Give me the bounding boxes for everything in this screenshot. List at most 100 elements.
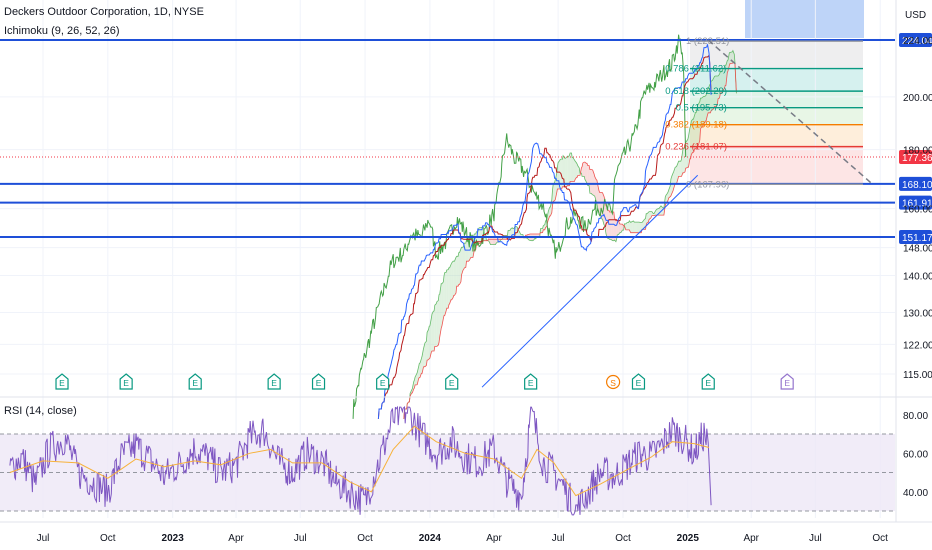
cloud-segment (575, 161, 577, 180)
senkou-span-b (403, 62, 737, 419)
earnings-marker[interactable] (188, 373, 202, 390)
price-axis-tick: 200.00 (903, 93, 932, 104)
last-price-tag-label: 177.36 (902, 153, 932, 164)
price-level-tag-label: 224.04 (902, 36, 932, 47)
cloud-segment (635, 222, 637, 233)
dividend-marker[interactable] (606, 374, 621, 390)
price-axis-tick: 122.00 (903, 340, 932, 351)
cloud-segment (625, 223, 627, 230)
cloud-segment (690, 121, 692, 159)
cloud-segment (424, 341, 427, 367)
cloud-segment (455, 256, 457, 294)
event-letter: E (271, 378, 277, 388)
cloud-segment (688, 127, 690, 168)
cloud-segment (646, 212, 649, 223)
indicator-legend[interactable]: Ichimoku (9, 26, 52, 26) (4, 25, 120, 37)
earnings-marker[interactable] (311, 373, 326, 390)
event-letter: E (528, 378, 534, 388)
cloud-segment (436, 301, 437, 347)
cloud-segment (611, 212, 613, 241)
cloud-segment (420, 358, 422, 378)
earnings-marker[interactable] (267, 373, 281, 390)
event-letter: E (705, 378, 711, 388)
cloud-segment (680, 161, 681, 177)
event-letter: E (316, 378, 322, 388)
cloud-segment (494, 239, 496, 245)
earnings-marker[interactable] (524, 373, 538, 390)
cloud-segment (730, 52, 731, 64)
cloud-segment (589, 169, 592, 194)
cloud-segment (661, 206, 664, 216)
cloud-segment (448, 267, 450, 305)
cloud-segment (643, 219, 645, 230)
price-level-tag-label: 168.10 (902, 180, 932, 191)
chikou-span (352, 34, 687, 419)
cloud-segment (677, 161, 679, 179)
cloud-segment (683, 147, 685, 173)
cloud-segment (446, 269, 449, 309)
earnings-marker[interactable] (376, 373, 390, 390)
cloud-segment (660, 205, 662, 216)
rsi-legend[interactable]: RSI (14, close) (4, 405, 77, 417)
last-price-tag (899, 149, 932, 164)
cloud-segment (513, 228, 514, 238)
price-axis-tick: 160.00 (903, 205, 932, 216)
cloud-segment (610, 212, 612, 240)
cloud-segment (696, 105, 698, 149)
trendline[interactable] (481, 174, 699, 388)
cloud-segment (443, 275, 444, 319)
earnings-marker[interactable] (631, 373, 646, 390)
cloud-segment (439, 283, 442, 338)
fibonacci-retracement[interactable]: 1 (223.51) 0.786 (211.62) 0.618 (202.29) 0.… (665, 36, 863, 190)
kijun-sen (377, 54, 712, 419)
cloud-segment (713, 76, 715, 110)
cloud-segment (562, 155, 564, 187)
cloud-segment (725, 65, 726, 86)
cloud-segment (656, 208, 659, 216)
time-axis-tick: Oct (615, 533, 631, 544)
cloud-segment (478, 227, 480, 244)
cloud-segment (565, 157, 567, 187)
cloud-segment (451, 262, 452, 300)
cloud-segment (582, 162, 585, 177)
earnings-marker[interactable] (119, 373, 133, 390)
earnings-marker[interactable] (445, 373, 459, 390)
time-axis-tick: Apr (486, 533, 502, 544)
cloud-segment (577, 164, 578, 178)
horizontal-levels[interactable]: 224.04 168.10 161.91 151.17 177.36 (0, 33, 932, 244)
cloud-segment (700, 98, 702, 130)
cloud-segment (712, 78, 714, 110)
future-marker[interactable] (780, 373, 794, 390)
time-axis-tick: Jul (294, 533, 307, 544)
ichimoku-lines (352, 34, 737, 419)
earnings-marker[interactable] (55, 373, 69, 390)
projection-line[interactable] (707, 39, 873, 185)
drawing-tools[interactable] (481, 39, 873, 388)
cloud-segment (508, 230, 511, 238)
fib-level-label: 0.786 (211.62) (665, 64, 726, 75)
event-letter: E (192, 378, 198, 388)
time-axis-tick: Oct (100, 533, 116, 544)
cloud-segment (446, 269, 447, 311)
cloud-segment (653, 213, 654, 216)
cloud-segment (675, 166, 676, 184)
cloud-segment (429, 325, 430, 359)
cloud-segment (722, 68, 724, 93)
cloud-segment (706, 88, 708, 121)
cloud-segment (720, 71, 723, 93)
cloud-segment (678, 161, 681, 177)
fib-zone (690, 41, 863, 69)
cloud-segment (434, 305, 435, 351)
cloud-segment (540, 228, 542, 233)
cloud-segment (704, 96, 706, 123)
earnings-marker[interactable] (701, 373, 715, 390)
cloud-segment (537, 234, 539, 237)
time-axis-tick: 2025 (677, 533, 700, 544)
cloud-segment (428, 326, 430, 360)
cloud-segment (491, 239, 493, 245)
cloud-segment (711, 80, 713, 111)
price-level-tag (899, 195, 932, 210)
cloud-segment (675, 166, 677, 184)
